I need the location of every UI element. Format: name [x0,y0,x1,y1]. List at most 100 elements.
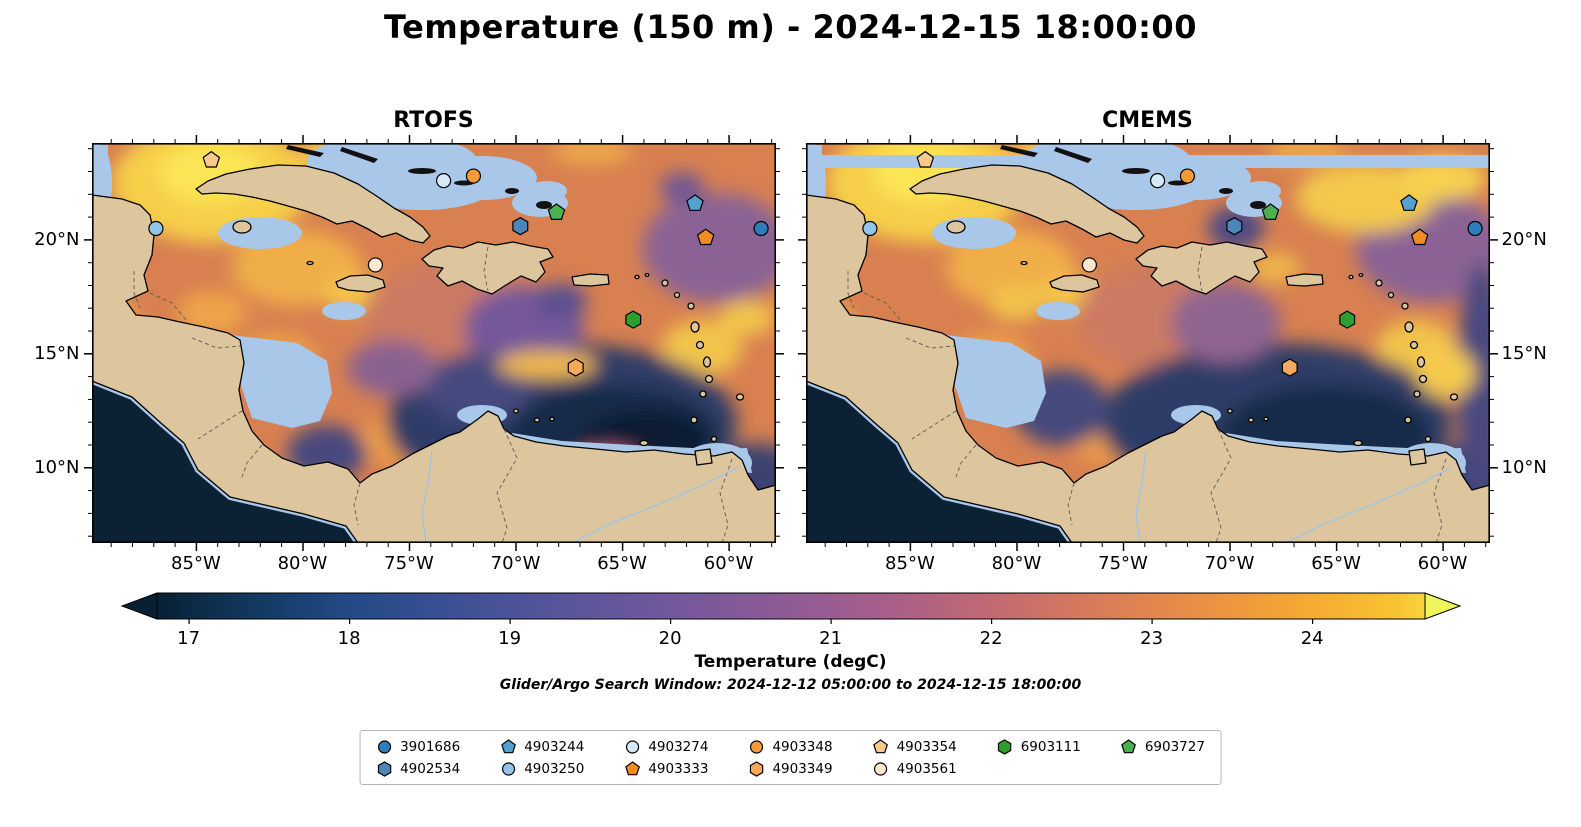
country-borders [133,246,732,543]
colorbar-tick-label: 20 [658,628,682,649]
legend-item-4902534: 4902534 [376,758,460,779]
x-tick-label: 85°W [885,553,935,574]
panel-cmems: CMEMS [797,106,1547,574]
x-tick-label: 80°W [991,553,1042,574]
float-marker-4903244 [1399,194,1418,211]
temperature-field [805,143,1490,543]
float-marker-4903561 [367,257,383,273]
legend-column: 6903727 [1121,736,1205,779]
pentagon-marker-icon [1121,738,1137,753]
float-marker-4903354 [201,150,220,168]
legend-column: 3901686 4902534 [376,736,460,779]
x-tick-label: 60°W [703,553,754,574]
pentagon-marker-icon [500,738,516,753]
central-south-america [805,194,1490,543]
colorbar-section: 17 18 19 20 21 22 23 24 Temperature (degC) [120,592,1461,672]
float-marker-4903333 [696,228,715,246]
legend-label: 6903111 [1020,738,1081,755]
land [91,164,776,543]
legend-item-4903250: 4903250 [500,758,584,779]
colorbar [120,592,1461,624]
float-marker-6903111 [624,310,641,329]
float-marker-3901686 [752,220,769,237]
land [805,164,1490,543]
legend-column: 4903348 4903349 [748,736,833,779]
map-border [805,143,1490,543]
markers-layer [861,150,1483,377]
isle-of-youth [231,220,252,234]
legend-item-6903727: 6903727 [1121,736,1205,757]
legend-item-4903561: 4903561 [873,758,957,779]
y-tick-label: 10°N [1501,456,1547,478]
x-tick-label: 70°W [490,553,541,574]
circle-marker-icon [501,761,515,776]
y-tick-label: 15°N [1501,342,1547,364]
hexagon-marker-icon [749,760,764,777]
legend-label: 4903354 [896,738,957,755]
isle-of-youth [945,220,966,234]
y-tick-label: 20°N [34,228,80,250]
legend-label: 4903250 [524,760,585,777]
legend-item-4903348: 4903348 [748,736,833,757]
hexagon-marker-icon [377,760,391,777]
temperature-map [91,143,776,543]
legend-label: 4903349 [772,760,833,777]
circle-marker-icon [749,739,764,754]
colorbar-tick-label: 17 [177,628,201,649]
float-marker-4903349 [1281,358,1298,377]
y-tick-label: 20°N [1501,228,1547,250]
trinidad [693,448,713,466]
legend-item-4903349: 4903349 [748,758,833,779]
legend-label: 4903244 [524,738,585,755]
colorbar-tick-labels: 17 18 19 20 21 22 23 24 [121,626,1461,652]
float-marker-4903349 [567,358,584,377]
float-marker-4903333 [1410,228,1429,246]
panel-rtofs: RTOFS [34,106,784,574]
x-axis-labels: 85°W 80°W 75°W 70°W 65°W 60°W [92,553,776,581]
float-marker-6903727 [1261,203,1279,221]
float-marker-4903354 [915,150,934,168]
puerto-rico [570,273,610,287]
colorbar-tick-label: 19 [498,628,522,649]
legend-column: 6903111 [997,736,1081,779]
float-marker-4903348 [1179,168,1195,184]
puerto-rico [1284,273,1324,287]
float-marker-6903727 [547,203,565,221]
temperature-field [91,143,776,543]
legend-item-4903244: 4903244 [500,736,584,757]
jamaica [334,274,386,293]
country-borders [847,246,1446,543]
float-marker-4902534 [1225,217,1242,236]
colorbar-tick-label: 22 [979,628,1003,649]
legend-label: 4903333 [648,760,709,777]
bahama-cays [999,145,1266,209]
x-tick-label: 65°W [1311,553,1361,574]
x-tick-label: 75°W [384,553,434,574]
x-tick-label: 60°W [1417,553,1468,574]
panel-rtofs-title: RTOFS [393,108,474,133]
cuba [194,164,431,244]
panels-row: RTOFS [0,106,1581,574]
legend-label: 3901686 [400,738,461,755]
legend-item-4903333: 4903333 [624,758,708,779]
trinidad [1407,448,1427,466]
float-marker-4903348 [465,168,481,184]
central-south-america [91,194,776,543]
markers-layer [147,150,769,377]
legend-column: 4903274 4903333 [624,736,708,779]
legend-label: 6903727 [1144,738,1205,755]
hexagon-marker-icon [997,738,1012,755]
legend-label: 4903348 [772,738,833,755]
float-marker-4903244 [685,194,704,211]
legend-item-6903111: 6903111 [997,736,1081,757]
rivers [420,450,737,543]
float-marker-4903250 [147,220,164,237]
map-border [91,143,776,543]
colorbar-label: Temperature (degC) [694,652,887,672]
float-marker-6903111 [1338,310,1355,329]
float-marker-4903274 [435,173,451,189]
legend-item-4903354: 4903354 [873,736,957,757]
x-tick-label: 65°W [597,553,647,574]
legend-label: 4903561 [896,760,957,777]
